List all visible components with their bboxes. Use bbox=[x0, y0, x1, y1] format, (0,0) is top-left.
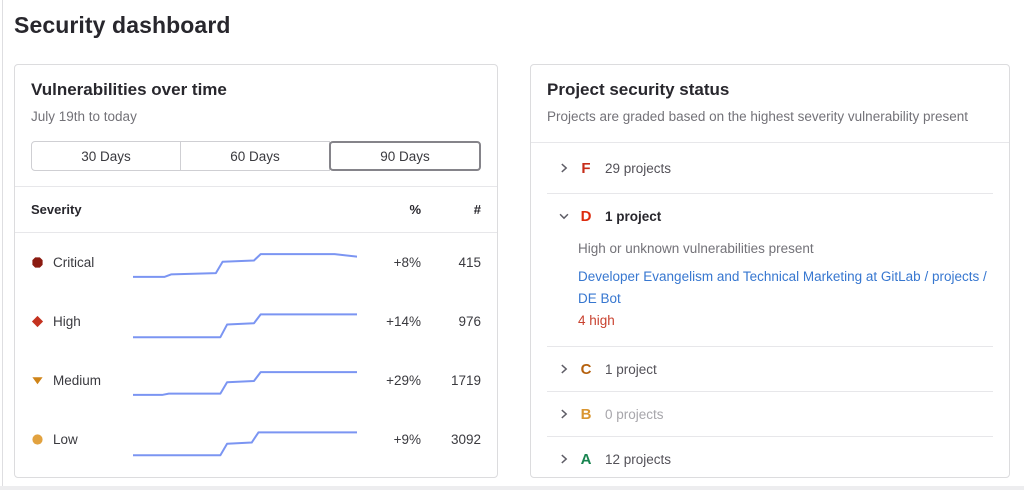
grade-project-count: 12 projects bbox=[605, 451, 672, 467]
divider bbox=[547, 436, 993, 437]
grade-letter-c: C bbox=[580, 360, 592, 378]
page-left-edge bbox=[2, 0, 3, 490]
chevron-right-icon[interactable] bbox=[557, 452, 571, 466]
grade-project-count: 1 project bbox=[605, 361, 657, 377]
percent-column-header: % bbox=[409, 202, 421, 217]
percent-change-value: +8% bbox=[393, 255, 421, 270]
percent-change-value: +9% bbox=[393, 432, 421, 447]
medium-severity-icon bbox=[31, 374, 44, 387]
chevron-right-icon[interactable] bbox=[557, 407, 571, 421]
severity-rows: Critical +8% 415 High +14% 976 Medium bbox=[15, 233, 497, 469]
chevron-right-icon[interactable] bbox=[557, 362, 571, 376]
project-security-status-card: Project security status Projects are gra… bbox=[530, 64, 1010, 478]
grade-project-count: 0 projects bbox=[605, 406, 664, 422]
divider bbox=[15, 186, 497, 187]
vulnerability-count-value: 415 bbox=[458, 255, 481, 270]
project-status-card-title: Project security status bbox=[547, 80, 730, 99]
divider bbox=[547, 391, 993, 392]
grade-row-a[interactable]: A 12 projects bbox=[531, 437, 1009, 477]
grade-row-d[interactable]: D 1 project bbox=[531, 194, 1009, 238]
divider bbox=[547, 193, 993, 194]
divider bbox=[15, 232, 497, 233]
page-title: Security dashboard bbox=[14, 12, 231, 38]
vulnerability-count-value: 976 bbox=[458, 314, 481, 329]
high-sparkline-chart bbox=[133, 303, 357, 341]
range-button-60-days[interactable]: 60 Days bbox=[180, 141, 330, 171]
range-button-90-days[interactable]: 90 Days bbox=[329, 141, 481, 171]
vulnerabilities-over-time-card: Vulnerabilities over time July 19th to t… bbox=[14, 64, 498, 478]
range-button-30-days[interactable]: 30 Days bbox=[31, 141, 181, 171]
chevron-right-icon[interactable] bbox=[557, 161, 571, 175]
table-row-low: Low +9% 3092 bbox=[15, 410, 497, 469]
severity-label: Low bbox=[53, 432, 78, 447]
grade-letter-d: D bbox=[580, 207, 592, 225]
severity-label: Medium bbox=[53, 373, 102, 388]
percent-change-value: +29% bbox=[386, 373, 421, 388]
severity-table-header: Severity % # bbox=[15, 187, 497, 232]
severity-label: High bbox=[53, 314, 81, 329]
vulnerability-summary: 4 high bbox=[578, 313, 615, 328]
critical-sparkline-chart bbox=[133, 244, 357, 282]
vulnerabilities-card-title: Vulnerabilities over time bbox=[31, 80, 227, 99]
grade-project-count: 1 project bbox=[605, 208, 662, 224]
project-status-card-header: Project security status Projects are gra… bbox=[531, 65, 1009, 142]
vulnerabilities-card-header: Vulnerabilities over time July 19th to t… bbox=[15, 65, 497, 171]
grade-row-f[interactable]: F 29 projects bbox=[531, 143, 1009, 193]
date-range-label: July 19th to today bbox=[31, 109, 137, 124]
low-severity-icon bbox=[31, 433, 44, 446]
grade-project-count: 29 projects bbox=[605, 160, 672, 176]
project-link[interactable]: Developer Evangelism and Technical Marke… bbox=[578, 269, 987, 306]
low-sparkline-chart bbox=[133, 421, 357, 459]
table-row-high: High +14% 976 bbox=[15, 292, 497, 351]
grade-letter-b: B bbox=[580, 405, 592, 423]
day-range-button-group: 30 Days 60 Days 90 Days bbox=[31, 141, 481, 171]
grade-row-c[interactable]: C 1 project bbox=[531, 347, 1009, 391]
cutoff-content-edge bbox=[0, 486, 1024, 490]
grade-d-description: High or unknown vulnerabilities present bbox=[578, 241, 814, 256]
count-column-header: # bbox=[473, 202, 481, 217]
severity-column-header: Severity bbox=[31, 202, 82, 217]
vulnerability-count-value: 3092 bbox=[450, 432, 481, 447]
medium-sparkline-chart bbox=[133, 362, 357, 400]
vulnerability-count-value: 1719 bbox=[450, 373, 481, 388]
severity-label: Critical bbox=[53, 255, 95, 270]
high-severity-icon bbox=[31, 315, 44, 328]
divider bbox=[547, 346, 993, 347]
grade-letter-f: F bbox=[581, 159, 591, 177]
critical-severity-icon bbox=[31, 256, 44, 269]
grade-row-b[interactable]: B 0 projects bbox=[531, 392, 1009, 436]
table-row-medium: Medium +29% 1719 bbox=[15, 351, 497, 410]
grade-d-expanded-details: High or unknown vulnerabilities present … bbox=[578, 240, 993, 346]
table-row-critical: Critical +8% 415 bbox=[15, 233, 497, 292]
percent-change-value: +14% bbox=[386, 314, 421, 329]
grade-letter-a: A bbox=[580, 450, 592, 468]
divider bbox=[531, 142, 1009, 143]
project-status-card-subtitle: Projects are graded based on the highest… bbox=[547, 109, 968, 124]
chevron-down-icon[interactable] bbox=[557, 209, 571, 223]
